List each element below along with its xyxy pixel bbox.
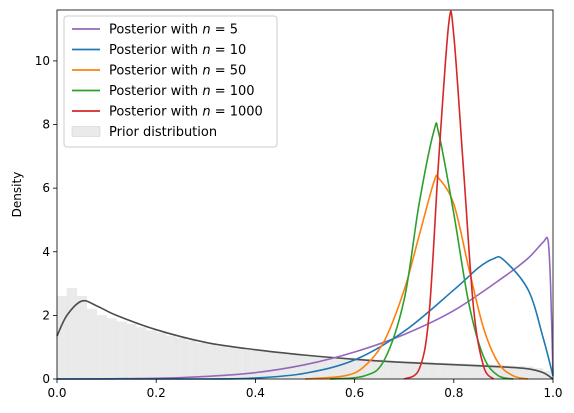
prior-histogram-bar — [443, 362, 455, 380]
x-tick-label: 0.6 — [345, 386, 364, 400]
prior-histogram-bar — [394, 360, 405, 380]
prior-histogram-bar — [255, 350, 266, 380]
prior-histogram-bar — [433, 362, 445, 380]
series-line — [304, 174, 529, 380]
prior-histogram-bar — [463, 363, 474, 380]
prior-histogram-bar — [304, 354, 316, 380]
legend-box — [63, 15, 278, 148]
legend-label: Posterior with n = 1000 — [109, 105, 263, 120]
x-tick-label: 1.0 — [543, 386, 562, 400]
prior-histogram-bar — [66, 288, 78, 380]
prior-histogram-bar — [195, 343, 207, 380]
series-line — [403, 10, 495, 380]
y-tick-label: 8 — [42, 118, 50, 132]
prior-histogram-bar — [86, 308, 97, 380]
prior-histogram-bar — [245, 350, 256, 380]
legend: Posterior with n = 5 Posterior with n = 1… — [63, 15, 278, 148]
prior-histogram-bar — [76, 296, 88, 380]
prior-histogram-bar — [215, 346, 226, 380]
x-tick-label: 0.4 — [246, 386, 265, 400]
posterior-curves — [56, 10, 554, 380]
prior-histogram-bar — [136, 327, 147, 380]
x-tick-label: 0.0 — [47, 386, 66, 400]
series-line — [329, 122, 514, 380]
prior-histogram-bar — [116, 321, 127, 380]
x-tick-label: 0.8 — [444, 386, 463, 400]
prior-histogram-bar — [146, 330, 157, 380]
y-axis-title: Density — [10, 172, 24, 218]
legend-label: Posterior with n = 50 — [109, 64, 246, 79]
prior-histogram-bar — [205, 344, 216, 380]
prior-histogram-bar — [423, 362, 435, 380]
legend-label: Prior distribution — [109, 125, 217, 140]
plot-frame — [56, 9, 554, 380]
y-tick-label: 0 — [42, 372, 50, 386]
prior-histogram-bar — [165, 335, 177, 380]
prior-histogram-bar — [56, 296, 68, 380]
prior-histogram-bar — [96, 315, 107, 380]
y-tick-label: 6 — [42, 181, 50, 195]
legend-label: Posterior with n = 10 — [109, 43, 246, 58]
y-axis-ticks: 0 2 4 6 8 10 — [35, 54, 57, 386]
y-tick-label: 4 — [42, 245, 50, 259]
legend-label: Posterior with n = 5 — [109, 23, 238, 38]
prior-histogram-bar — [155, 332, 167, 380]
x-axis-ticks: 0.0 0.2 0.4 0.6 0.8 1.0 — [47, 379, 563, 400]
x-tick-label: 0.2 — [147, 386, 166, 400]
prior-histogram-bar — [314, 355, 326, 380]
prior-histogram-bar — [185, 340, 197, 380]
prior-histogram-bar — [175, 338, 187, 380]
y-tick-label: 10 — [35, 54, 50, 68]
prior-density-line — [56, 299, 554, 380]
prior-histogram-bar — [106, 318, 117, 380]
prior-histogram-bar — [274, 352, 286, 380]
prior-histogram-bar — [126, 324, 137, 380]
legend-swatch — [71, 126, 101, 137]
y-tick-label: 2 — [42, 308, 50, 322]
prior-histogram-bar — [265, 351, 276, 380]
legend-label: Posterior with n = 100 — [109, 84, 255, 99]
prior-histogram-bar — [384, 360, 395, 380]
prior-histogram-bar — [453, 363, 464, 380]
prior-density-curve — [56, 299, 554, 380]
